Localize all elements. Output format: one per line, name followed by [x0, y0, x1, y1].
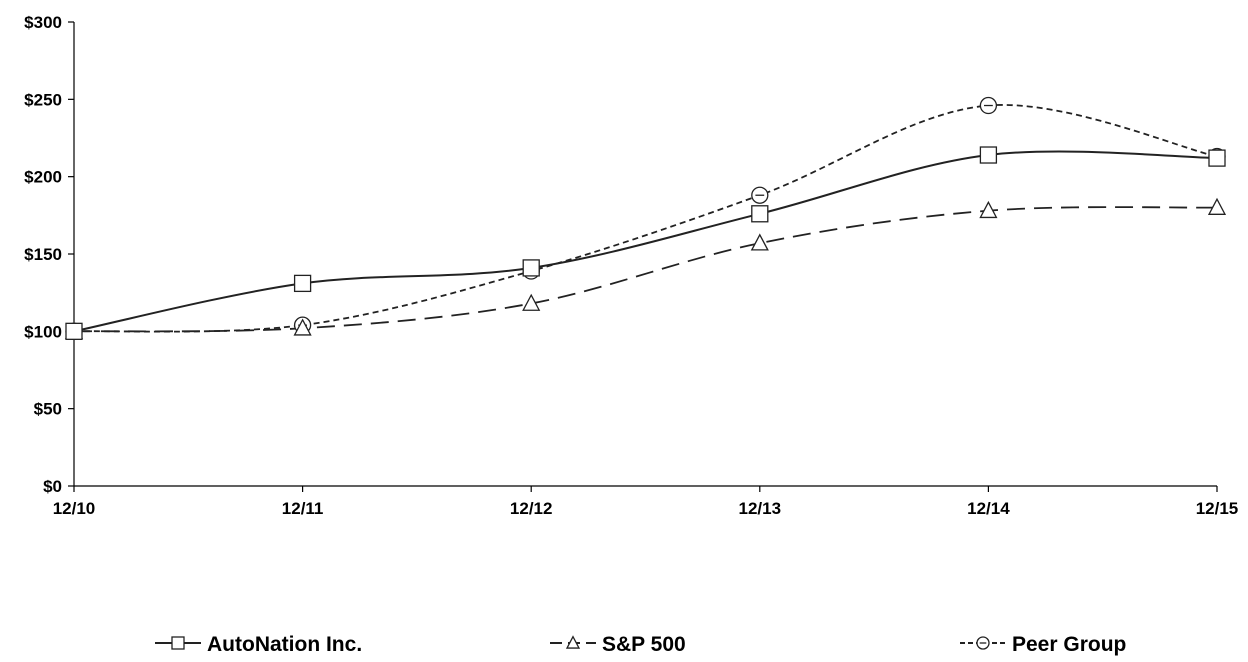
data-point-triangle — [293, 318, 312, 336]
y-tick-label: $250 — [24, 90, 62, 109]
y-tick-label: $200 — [24, 168, 62, 187]
legend-marker — [171, 636, 185, 650]
y-tick-label: $0 — [43, 477, 62, 496]
series-line-2 — [73, 104, 1218, 333]
data-point-triangle — [979, 200, 998, 219]
data-point-triangle — [522, 293, 541, 311]
data-point-triangle — [1207, 197, 1227, 215]
legend-item-2: Peer Group — [960, 633, 1126, 656]
y-tick-label: $150 — [24, 245, 62, 264]
legend-label: S&P 500 — [602, 633, 686, 656]
x-tick-label: 12/13 — [739, 499, 782, 518]
y-tick-label: $50 — [34, 400, 62, 419]
legend-label: AutoNation Inc. — [207, 633, 362, 656]
x-tick-label: 12/15 — [1196, 499, 1239, 518]
legend-marker — [976, 636, 990, 650]
data-point-triangle — [750, 233, 769, 251]
series-line-0 — [73, 150, 1218, 333]
x-axis-tick-labels: 12/10 12/11 12/12 12/13 12/14 12/15 — [53, 499, 1239, 518]
x-tick-label: 12/12 — [510, 499, 553, 518]
legend-item-0: AutoNation Inc. — [155, 633, 362, 656]
x-tick-label: 12/14 — [967, 499, 1010, 518]
series-line-1 — [73, 206, 1218, 333]
legend-item-1: S&P 500 — [550, 633, 686, 656]
legend-marker — [565, 635, 581, 649]
data-point-circle — [751, 186, 769, 204]
data-point-square — [522, 259, 540, 277]
data-point-square — [979, 146, 998, 164]
axes — [68, 21, 1218, 492]
series-markers — [64, 96, 1227, 340]
y-tick-label: $300 — [24, 13, 62, 32]
data-point-square — [1208, 149, 1226, 167]
data-point-square — [293, 274, 312, 293]
y-tick-label: $100 — [24, 322, 62, 341]
x-tick-label: 12/11 — [282, 499, 324, 518]
x-tick-label: 12/10 — [53, 499, 96, 518]
y-axis-tick-labels: $0 $50 $100 $150 $200 $250 $300 — [24, 13, 62, 496]
data-point-square — [751, 205, 769, 223]
data-point-circle — [979, 96, 998, 115]
data-point-square — [65, 322, 83, 340]
legend-label: Peer Group — [1012, 633, 1126, 656]
series-lines — [73, 104, 1218, 333]
legend: AutoNation Inc. S&P 500 Peer Group — [155, 633, 1126, 656]
